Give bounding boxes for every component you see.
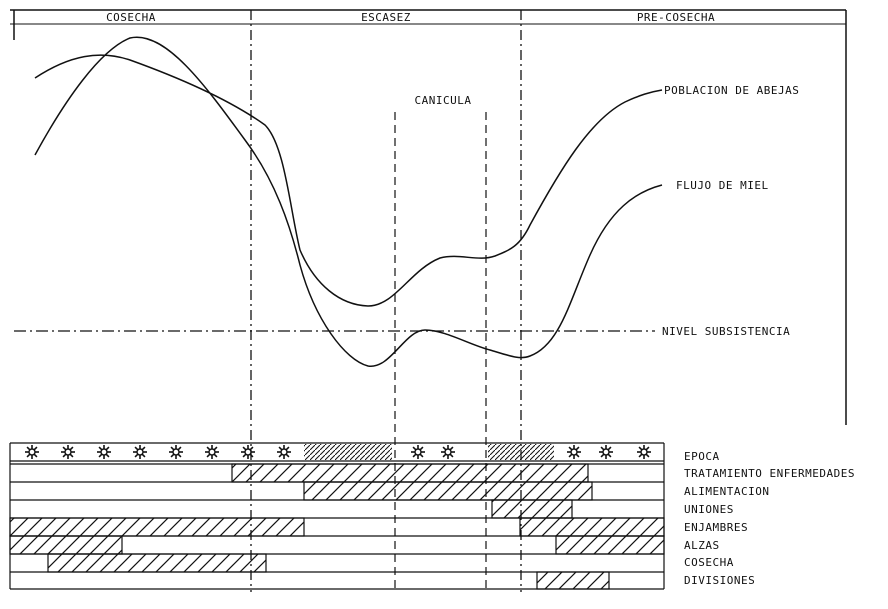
flower-icon bbox=[411, 445, 425, 459]
alzas-bar-2 bbox=[555, 535, 665, 555]
uniones-bar bbox=[491, 499, 573, 519]
alimentacion-bar bbox=[303, 481, 593, 501]
honey-flow-label: FLUJO DE MIEL bbox=[676, 179, 769, 192]
subsistence-level-label: NIVEL SUBSISTENCIA bbox=[662, 325, 790, 338]
flower-icon bbox=[169, 445, 183, 459]
row-label-divisiones: DIVISIONES bbox=[684, 574, 755, 587]
flower-icon bbox=[637, 445, 651, 459]
divisiones-bar bbox=[536, 571, 610, 590]
epoca-hatch-2 bbox=[488, 444, 554, 460]
row-label-epoca: EPOCA bbox=[684, 450, 720, 463]
flower-icon bbox=[205, 445, 219, 459]
period-cosecha: COSECHA bbox=[106, 11, 156, 24]
enjambres-bar-1 bbox=[9, 517, 305, 537]
canicula-label: CANICULA bbox=[415, 94, 472, 107]
row-label-tratamiento: TRATAMIENTO ENFERMEDADES bbox=[684, 467, 855, 480]
row-label-cosecha: COSECHA bbox=[684, 556, 734, 569]
flower-icon bbox=[241, 445, 255, 459]
period-pre-cosecha: PRE-COSECHA bbox=[637, 11, 715, 24]
flower-icon bbox=[599, 445, 613, 459]
flower-icon bbox=[25, 445, 39, 459]
enjambres-bar-2 bbox=[519, 517, 665, 537]
row-label-alzas: ALZAS bbox=[684, 539, 720, 552]
bee-population-curve bbox=[34, 54, 663, 307]
row-label-uniones: UNIONES bbox=[684, 503, 734, 516]
row-label-alimentacion: ALIMENTACION bbox=[684, 485, 769, 498]
flower-icon bbox=[61, 445, 75, 459]
cosecha-bar bbox=[47, 553, 267, 573]
flower-icon bbox=[441, 445, 455, 459]
flower-icon bbox=[97, 445, 111, 459]
bee-population-label: POBLACION DE ABEJAS bbox=[664, 84, 799, 97]
flower-icon bbox=[133, 445, 147, 459]
honey-flow-curve bbox=[34, 36, 663, 367]
tratamiento-bar bbox=[231, 463, 589, 483]
alzas-bar-1 bbox=[9, 535, 123, 555]
period-escasez: ESCASEZ bbox=[361, 11, 411, 24]
row-label-enjambres: ENJAMBRES bbox=[684, 521, 748, 534]
epoca-hatch-1 bbox=[304, 444, 392, 460]
flower-icon bbox=[567, 445, 581, 459]
epoca-flower-icons bbox=[25, 445, 651, 459]
flower-icon bbox=[277, 445, 291, 459]
